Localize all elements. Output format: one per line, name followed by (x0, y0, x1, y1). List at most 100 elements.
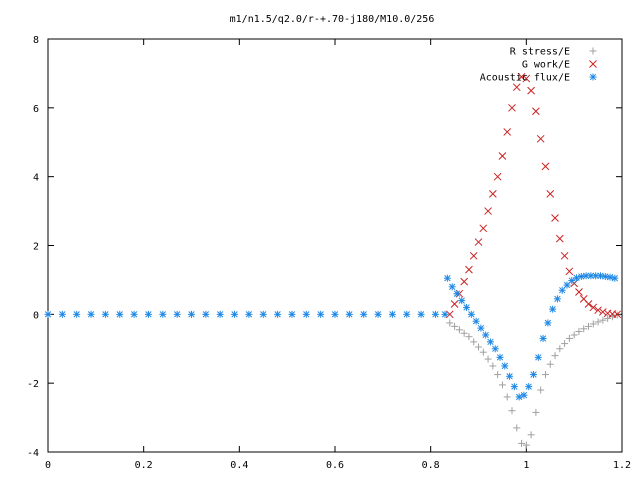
data-point (474, 238, 483, 246)
data-point (441, 310, 449, 318)
data-point (245, 310, 253, 318)
data-point (565, 267, 574, 276)
data-point (585, 322, 593, 330)
x-tick-label: 0.8 (422, 460, 440, 471)
data-point (508, 407, 516, 415)
data-point (537, 386, 545, 394)
series-1 (445, 73, 622, 319)
legend-marker (589, 60, 597, 68)
data-point (513, 424, 521, 432)
data-point (575, 328, 583, 336)
data-point (498, 381, 506, 389)
data-point (488, 190, 497, 198)
data-point (479, 224, 488, 233)
data-point (501, 362, 509, 370)
data-point (508, 103, 516, 112)
data-point (388, 310, 396, 318)
data-point (465, 265, 473, 274)
y-tick-label: 0 (33, 310, 39, 321)
data-point (606, 273, 614, 281)
data-point (555, 234, 564, 243)
data-point (561, 340, 569, 348)
data-point (288, 310, 296, 318)
data-point (477, 324, 485, 332)
data-point (527, 431, 535, 439)
data-point (551, 214, 559, 222)
data-point (467, 310, 475, 318)
data-point (527, 86, 535, 95)
data-point (460, 277, 469, 286)
data-point (568, 277, 576, 285)
data-point (101, 310, 109, 318)
data-point (450, 300, 459, 308)
data-point (498, 152, 507, 160)
data-point (604, 314, 612, 322)
data-point (491, 345, 499, 353)
data-point (599, 308, 607, 316)
data-point (532, 107, 540, 116)
data-point (549, 305, 557, 313)
data-point (493, 172, 502, 181)
data-point (510, 383, 518, 391)
data-point (360, 310, 368, 318)
data-point (484, 355, 492, 363)
data-point (374, 310, 382, 318)
x-tick-label: 0.2 (135, 460, 153, 471)
data-point (116, 310, 124, 318)
series-0 (446, 311, 621, 449)
data-point (522, 74, 531, 83)
data-point (443, 274, 451, 282)
data-point (173, 310, 181, 318)
data-point (475, 343, 482, 351)
y-tick-label: -2 (27, 379, 39, 390)
data-point (573, 274, 581, 282)
data-point (570, 331, 578, 339)
data-point (460, 329, 468, 337)
data-point (472, 317, 480, 325)
data-point (302, 310, 310, 318)
data-point (202, 310, 210, 318)
data-point (446, 319, 454, 327)
y-tick-label: 4 (33, 173, 39, 184)
x-tick-label: 0 (45, 460, 51, 471)
data-point (553, 295, 561, 303)
y-tick-label: 2 (33, 242, 39, 253)
data-point (518, 439, 526, 447)
data-point (546, 190, 555, 198)
data-point (565, 334, 573, 342)
data-point (546, 360, 554, 368)
data-point (345, 310, 353, 318)
y-tick-label: -4 (27, 448, 39, 459)
data-point (331, 310, 339, 318)
data-point (522, 441, 530, 449)
data-point (451, 322, 459, 330)
legend-label: Acoustic flux/E (480, 73, 570, 84)
data-point (453, 290, 461, 298)
data-point (479, 348, 487, 356)
data-point (231, 310, 239, 318)
data-point (274, 310, 282, 318)
data-point (494, 371, 502, 379)
data-point (58, 310, 66, 318)
data-point (496, 353, 504, 361)
x-tick-label: 1.2 (613, 460, 631, 471)
data-point (556, 345, 564, 353)
data-point (517, 73, 526, 81)
data-point (584, 300, 593, 308)
data-point (520, 391, 528, 399)
y-tick-label: 8 (33, 35, 39, 46)
data-point (532, 408, 540, 416)
data-point (130, 310, 138, 318)
data-point (580, 325, 588, 333)
data-point (599, 316, 607, 324)
data-point (73, 310, 81, 318)
data-point (506, 372, 514, 380)
data-point (458, 297, 466, 305)
data-point (594, 318, 602, 326)
legend-marker (589, 73, 597, 81)
x-tick-label: 0.6 (326, 460, 344, 471)
data-point (465, 333, 473, 341)
axis-ticks: 0 0.2 0.4 0.6 0.8 1 1.2 -4 -2 0 2 4 6 8 (27, 35, 631, 471)
